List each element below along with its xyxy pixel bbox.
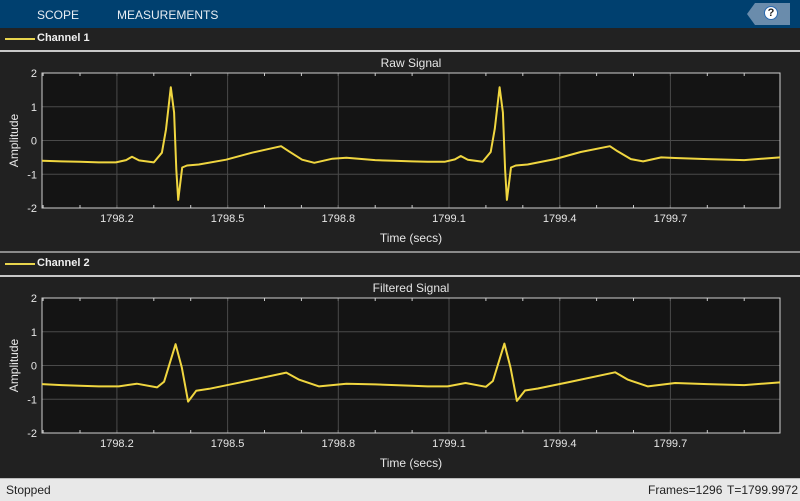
filtered-signal-plot[interactable]: Filtered Signal 2 1 0 -1 -2 1798.2 1798.5 1798.8… — [0, 277, 800, 477]
status-state: Stopped — [6, 483, 51, 497]
plot-title: Filtered Signal — [373, 281, 450, 295]
x-tick-label: 1799.1 — [432, 213, 466, 225]
series-line-channel-1 — [41, 86, 781, 201]
x-tick-label: 1798.2 — [100, 213, 134, 225]
x-tick-label: 1799.4 — [543, 438, 577, 450]
y-tick-label: -1 — [27, 394, 37, 406]
y-tick-label: -1 — [27, 169, 37, 181]
legend-line-swatch — [5, 38, 35, 40]
status-frames: Frames=1296 — [648, 483, 723, 497]
tab-measurements[interactable]: MEASUREMENTS — [117, 8, 219, 22]
x-tick-label: 1799.1 — [432, 438, 466, 450]
panel-divider[interactable] — [0, 251, 800, 253]
tab-scope[interactable]: SCOPE — [37, 8, 80, 22]
legend-line-swatch — [5, 263, 35, 265]
x-axis-label: Time (secs) — [380, 456, 442, 470]
y-tick-label: 0 — [31, 361, 37, 373]
legend-channel-1[interactable]: Channel 1 — [0, 28, 800, 52]
axes-box — [41, 72, 781, 209]
x-tick-label: 1799.4 — [543, 213, 577, 225]
raw-signal-plot[interactable]: Raw Signal 2 1 0 -1 -2 1798.2 1798.5 1798.8 1799.… — [0, 52, 800, 252]
status-time: T=1799.9972 — [727, 483, 799, 497]
y-tick-label: 2 — [31, 68, 37, 80]
help-button[interactable]: ? — [747, 3, 790, 25]
status-bar: Stopped Frames=1296 T=1799.9972 — [0, 478, 800, 501]
y-tick-label: 1 — [31, 327, 37, 339]
y-tick-label: -2 — [27, 428, 37, 440]
y-tick-label: 1 — [31, 102, 37, 114]
y-tick-label: -2 — [27, 203, 37, 215]
y-tick-label: 2 — [31, 293, 37, 305]
x-tick-label: 1798.2 — [100, 438, 134, 450]
series-line-channel-2 — [41, 342, 781, 403]
x-tick-label: 1799.7 — [654, 213, 688, 225]
toolstrip: SCOPE MEASUREMENTS ? — [0, 0, 800, 28]
y-axis-label: Amplitude — [7, 339, 21, 393]
legend-channel-2[interactable]: Channel 2 — [0, 253, 800, 277]
help-question-icon[interactable]: ? — [764, 6, 778, 20]
x-tick-label: 1798.5 — [211, 213, 245, 225]
axes-box — [41, 297, 781, 434]
y-tick-label: 0 — [31, 136, 37, 148]
x-axis-label: Time (secs) — [380, 231, 442, 245]
x-tick-label: 1798.5 — [211, 438, 245, 450]
x-tick-label: 1798.8 — [321, 213, 355, 225]
legend-label: Channel 2 — [37, 257, 90, 269]
x-tick-label: 1798.8 — [321, 438, 355, 450]
legend-label: Channel 1 — [37, 32, 90, 44]
x-tick-label: 1799.7 — [654, 438, 688, 450]
plot-title: Raw Signal — [381, 56, 442, 70]
y-axis-label: Amplitude — [7, 114, 21, 168]
